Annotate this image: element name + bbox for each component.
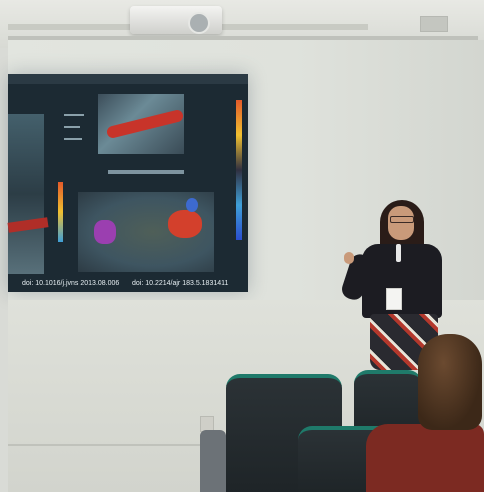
name-badge	[386, 288, 402, 310]
citation-right: doi: 10.2214/ajr 183.5.1831411	[132, 280, 229, 287]
scan-caption-bar	[108, 170, 184, 174]
scale-mark	[64, 126, 80, 128]
doppler-flow-spot	[168, 210, 202, 238]
presenter-hand-with-clicker	[344, 252, 354, 264]
ultrasound-image-left	[8, 114, 44, 274]
citation-left: doi: 10.1016/j.jvns 2013.08.006	[22, 280, 120, 287]
microphone	[396, 244, 401, 262]
doppler-flow-spot	[94, 220, 116, 244]
presenter-glasses	[390, 216, 414, 223]
doppler-colorbar	[236, 100, 242, 240]
presenter-top	[362, 244, 442, 318]
projector-lens	[188, 12, 210, 34]
projector	[130, 6, 222, 34]
seat-armrest	[200, 430, 226, 492]
screen-housing	[8, 36, 478, 42]
scale-mark	[64, 114, 84, 116]
doppler-flow-spot	[186, 198, 198, 212]
projected-slide: doi: 10.1016/j.jvns 2013.08.006 doi: 10.…	[7, 74, 248, 292]
doppler-colorbar-small	[58, 182, 63, 242]
attendee-shirt	[366, 424, 484, 492]
scale-mark	[64, 138, 82, 140]
presenter-face	[388, 206, 414, 240]
attendee-hair	[418, 334, 482, 430]
ceiling-vent	[420, 16, 448, 32]
slide-header-bar	[8, 74, 248, 84]
